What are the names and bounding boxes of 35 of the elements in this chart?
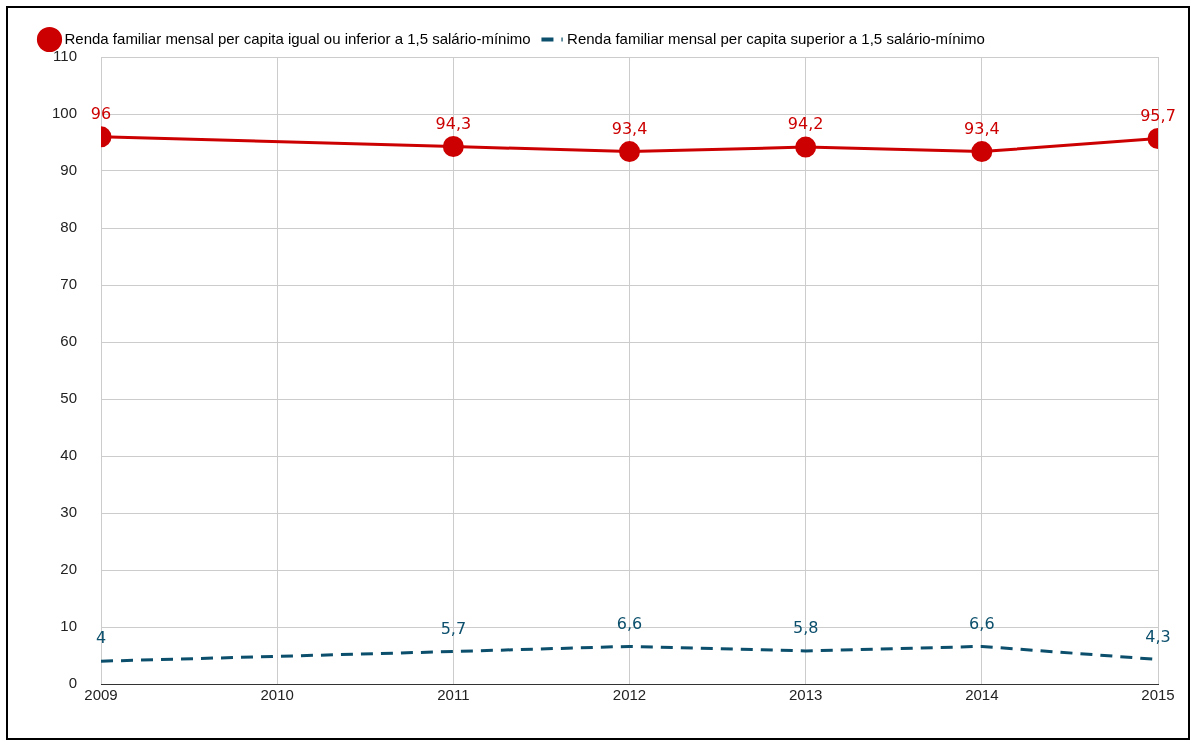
- y-tick-label: 60: [60, 332, 78, 350]
- x-tick-label: 2014: [965, 686, 999, 704]
- x-tick-label: 2013: [788, 686, 823, 704]
- y-tick-label: 80: [60, 218, 78, 236]
- legend-label: Renda familiar mensal per capita superior a 1,5 salário-mínimo: [567, 29, 985, 47]
- data-label: 96: [90, 103, 112, 123]
- point: [619, 141, 641, 163]
- data-label: 93,4: [611, 118, 648, 138]
- y-tick-label: 40: [60, 446, 78, 464]
- x-tick-label: 2012: [612, 686, 647, 704]
- point: [795, 136, 817, 158]
- x-tick-label: 2011: [437, 686, 470, 704]
- data-label: 95,7: [1140, 105, 1176, 125]
- data-label: 6,6: [616, 613, 643, 633]
- y-tick-label: 10: [60, 617, 78, 635]
- data-label: 93,4: [964, 118, 1000, 138]
- y-tick-label: 0: [68, 674, 78, 692]
- data-label: 4,3: [1145, 626, 1171, 646]
- data-label: 4: [95, 628, 107, 648]
- data-label: 6,6: [969, 613, 995, 633]
- y-tick-label: 70: [60, 275, 78, 293]
- x-tick-label: 2015: [1141, 686, 1175, 704]
- y-tick-label: 90: [60, 161, 78, 179]
- x-tick-label: 2010: [260, 686, 294, 704]
- x-tick-label: 2009: [84, 686, 118, 704]
- y-tick-label: 30: [60, 503, 78, 521]
- data-label: 94,3: [435, 113, 472, 133]
- y-tick-label: 50: [60, 389, 78, 407]
- legend-label: Renda familiar mensal per capita igual ou inferior a 1,5 salário-mínimo: [64, 29, 531, 47]
- y-tick-label: 100: [52, 104, 78, 122]
- data-label: 5,8: [792, 618, 819, 638]
- y-tick-label: 20: [60, 560, 78, 578]
- y-tick-label: 110: [53, 47, 78, 65]
- data-label: 94,2: [787, 114, 824, 134]
- data-label: 5,7: [440, 618, 467, 638]
